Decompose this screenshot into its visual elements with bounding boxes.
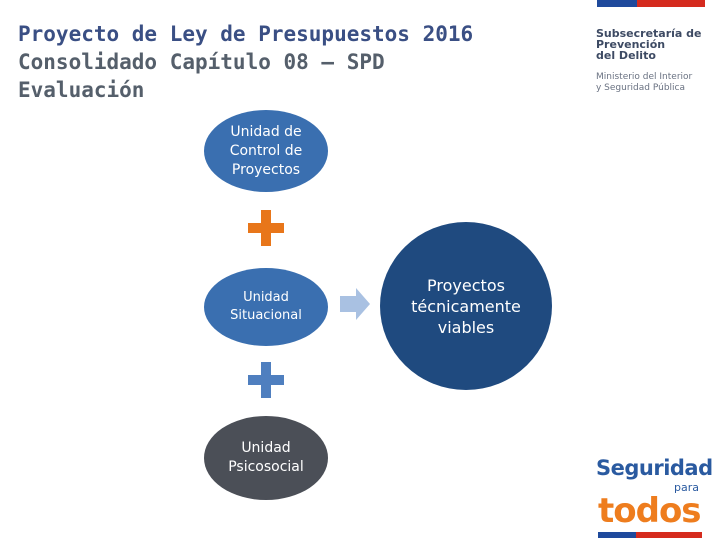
brand-word-seguridad: Seguridad: [596, 456, 713, 480]
brand-word-para: para: [674, 481, 699, 494]
org-name-line-3: del Delito: [596, 49, 656, 62]
result-proyectos-viables-circle: Proyectos técnicamente viables: [380, 222, 552, 390]
unit-1-line-1: Unidad de: [230, 123, 302, 140]
arrow-right-icon: [340, 288, 370, 320]
brand-flag-stripe: [598, 532, 702, 538]
unit-1-line-2: Control de: [229, 142, 303, 159]
unit-psicosocial-circle: Unidad Psicosocial: [204, 416, 328, 500]
unit-2-line-1: Unidad: [243, 290, 289, 305]
slide-title: Proyecto de Ley de Presupuestos 2016 Con…: [18, 20, 578, 104]
result-line-2: técnicamente: [411, 296, 521, 316]
org-logo-text: Subsecretaría de Prevención del Delito: [596, 28, 720, 61]
brand-word-todos: todos: [598, 491, 702, 531]
org-name-line-1: Subsecretaría de: [596, 27, 702, 40]
unit-2-line-2: Situacional: [230, 308, 302, 323]
unit-3-line-1: Unidad: [241, 440, 291, 456]
unit-1-line-3: Proyectos: [231, 161, 301, 178]
plus-orange-icon: [248, 210, 284, 246]
title-line-1: Proyecto de Ley de Presupuestos 2016: [18, 22, 474, 46]
result-line-1: Proyectos: [427, 275, 505, 295]
title-line-2: Consolidado Capítulo 08 – SPD: [18, 50, 385, 74]
ministry-line-2: y Seguridad Pública: [596, 83, 686, 93]
unit-3-line-2: Psicosocial: [228, 459, 304, 475]
ministry-line-1: Ministerio del Interior: [596, 72, 693, 82]
ministry-text: Ministerio del Interior y Seguridad Públ…: [596, 72, 720, 94]
plus-blue-icon: [248, 362, 284, 398]
flag-stripe: [597, 0, 705, 7]
org-name-line-2: Prevención: [596, 38, 666, 51]
result-line-3: viables: [437, 317, 495, 337]
unit-situacional-circle: Unidad Situacional: [204, 268, 328, 346]
unit-control-proyectos-circle: Unidad de Control de Proyectos: [204, 110, 328, 192]
title-line-3: Evaluación: [18, 78, 145, 102]
